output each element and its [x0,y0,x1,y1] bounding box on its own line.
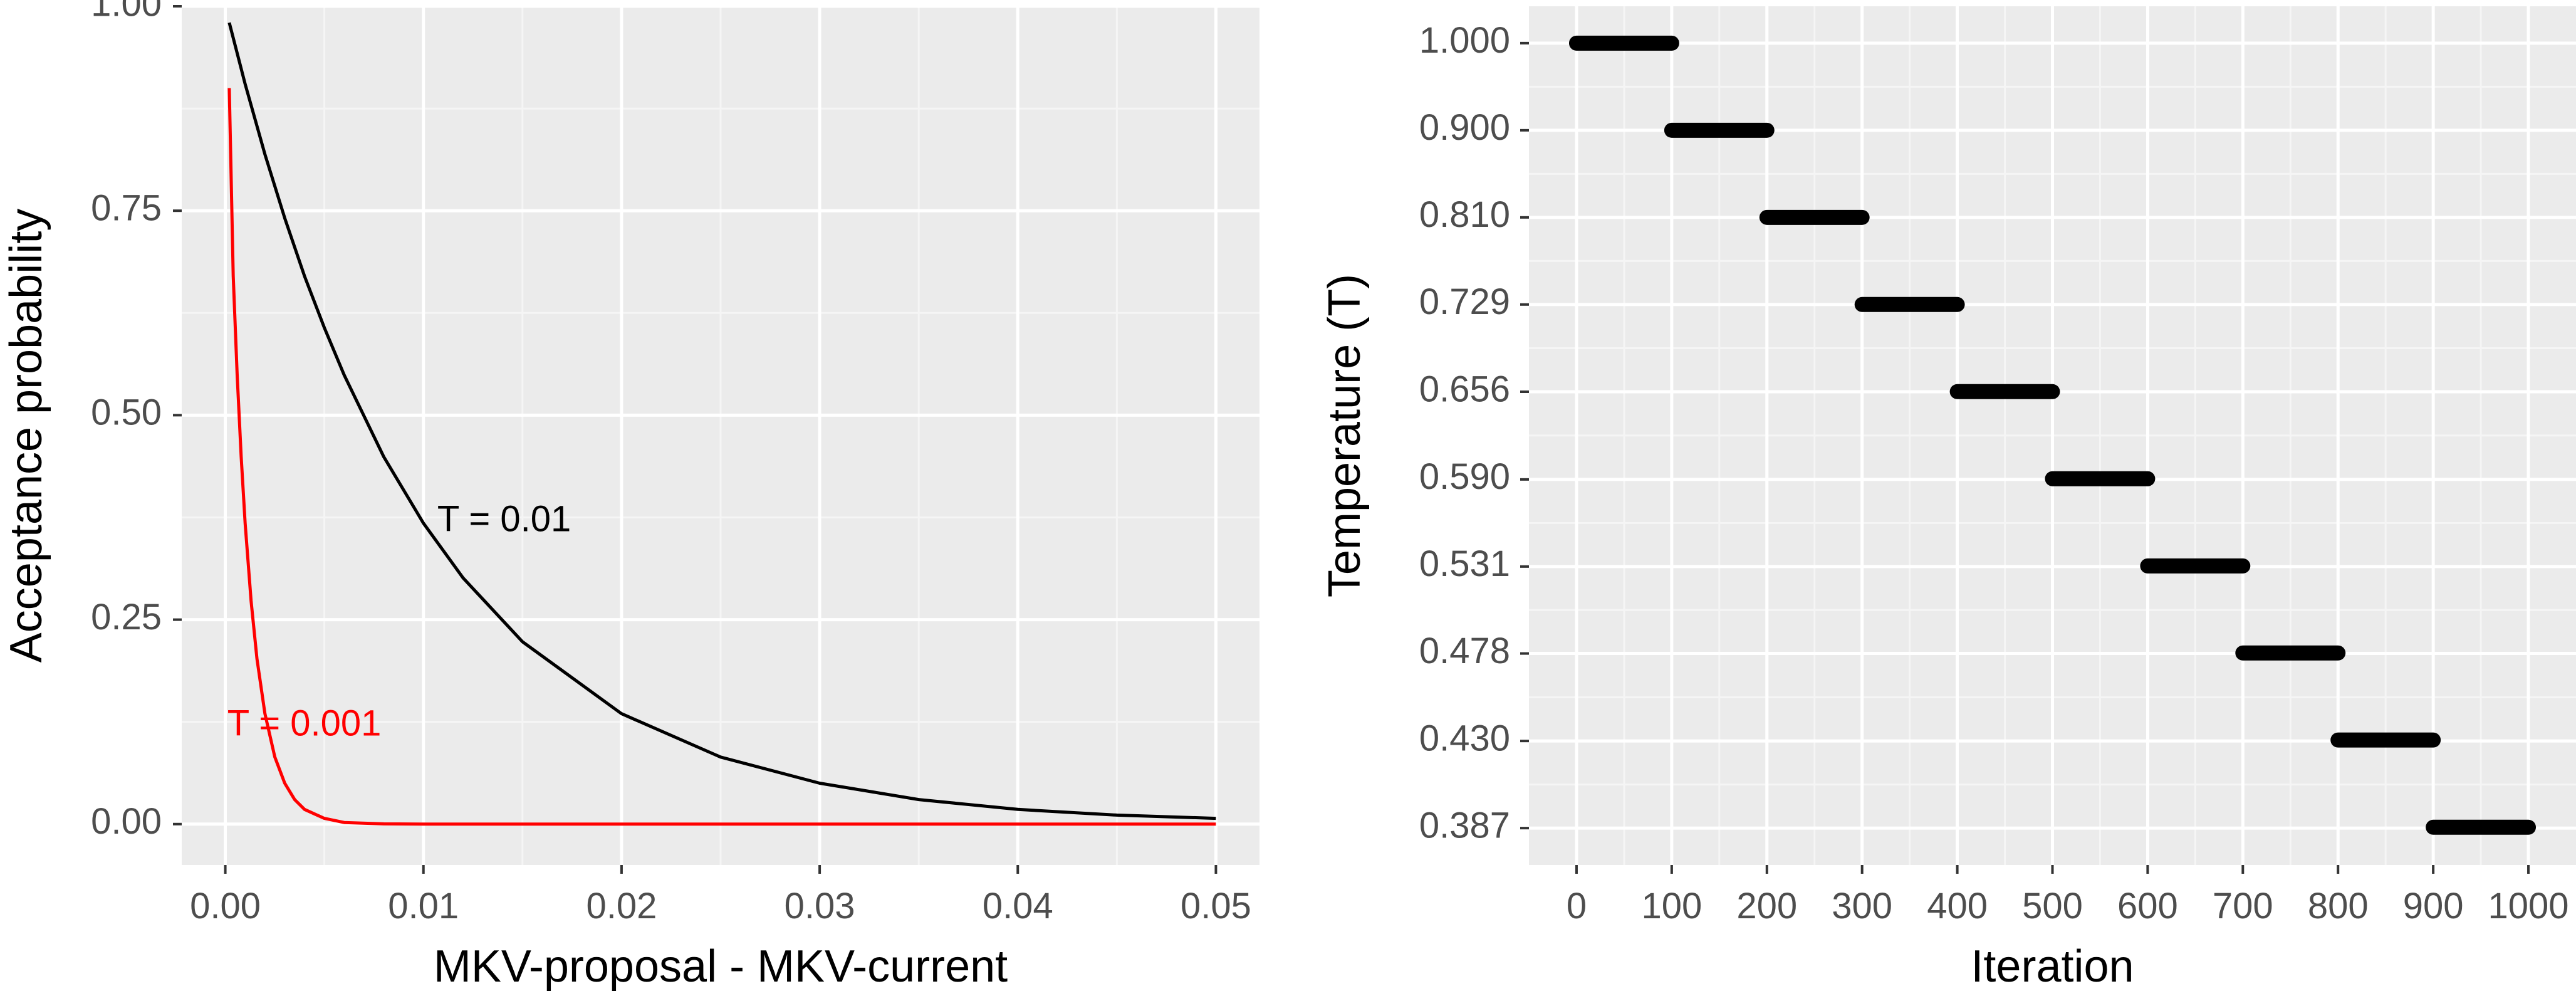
left-series-layer [227,22,1216,826]
left-y-tick-label: 0.00 [91,801,162,842]
right-x-axis-title: Iteration [1971,941,2134,992]
left-y-tick-label: 0.75 [91,188,162,229]
left-y-axis-title: Acceptance probability [1,209,51,663]
right-x-tick-label: 300 [1832,886,1892,926]
right-y-tick-label: 0.656 [1419,369,1510,409]
right-series-layer [1568,35,2537,835]
left-series-line-1 [227,22,1216,820]
left-y-tick-label: 0.50 [91,392,162,433]
right-x-tick-label: 100 [1641,886,1702,926]
right-x-tick-label: 200 [1736,886,1797,926]
right-x-tick-labels: 0 100 200 300 400 500 600 700 800 900 1000 [1567,886,2569,926]
left-annotations: T = 0.01 T = 0.001 [227,498,571,743]
left-y-tick-labels: 0.00 0.25 0.50 0.75 1.00 [91,0,162,842]
right-y-tick-label: 0.531 [1419,543,1510,584]
right-y-tick-labels: 1.000 0.900 0.810 0.729 0.656 0.590 0.531 0.478… [1419,20,1510,846]
right-x-tick-label: 600 [2117,886,2178,926]
left-chart-panel: T = 0.01T = 0.001 0.00 0.01 0.02 0.03 0.04 0.… [1,0,1259,992]
left-x-tick-label: 0.05 [1181,886,1251,926]
left-annotation-1: T = 0.01 [437,498,571,539]
right-x-tick-label: 1000 [2488,886,2569,926]
left-x-tick-label: 0.01 [388,886,459,926]
right-y-tick-label: 0.387 [1419,805,1510,846]
right-x-tick-label: 500 [2022,886,2083,926]
right-y-tick-label: 0.729 [1419,281,1510,322]
right-y-tick-label: 0.900 [1419,107,1510,148]
left-x-axis-title: MKV-proposal - MKV-current [434,941,1008,992]
left-series-line-2 [227,88,1216,826]
left-tick-marks [173,5,1218,874]
left-annotation-2: T = 0.001 [227,703,382,744]
left-y-tick-label: 0.25 [91,597,162,637]
right-y-tick-label: 0.478 [1419,631,1510,671]
right-y-tick-label: 0.430 [1419,718,1510,758]
right-x-tick-label: 700 [2213,886,2273,926]
right-tick-marks [1520,41,2530,874]
left-x-tick-label: 0.02 [586,886,657,926]
right-y-tick-label: 0.590 [1419,456,1510,497]
right-y-tick-label: 1.000 [1419,20,1510,61]
left-x-tick-label: 0.03 [785,886,855,926]
left-minor-gridlines [182,6,1259,865]
left-x-tick-label: 0.04 [983,886,1053,926]
right-x-tick-label: 0 [1567,886,1587,926]
right-x-tick-label: 900 [2403,886,2464,926]
left-x-tick-labels: 0.00 0.01 0.02 0.03 0.04 0.05 [190,886,1251,926]
left-x-tick-label: 0.00 [190,886,261,926]
right-x-tick-label: 800 [2308,886,2369,926]
right-chart-panel: 0 100 200 300 400 500 600 700 800 900 1000 1.000 0.… [1320,6,2576,992]
right-y-tick-label: 0.810 [1419,194,1510,235]
right-y-axis-title: Temperature (T) [1320,274,1370,597]
left-y-tick-label: 1.00 [91,0,162,24]
right-x-tick-label: 400 [1927,886,1988,926]
